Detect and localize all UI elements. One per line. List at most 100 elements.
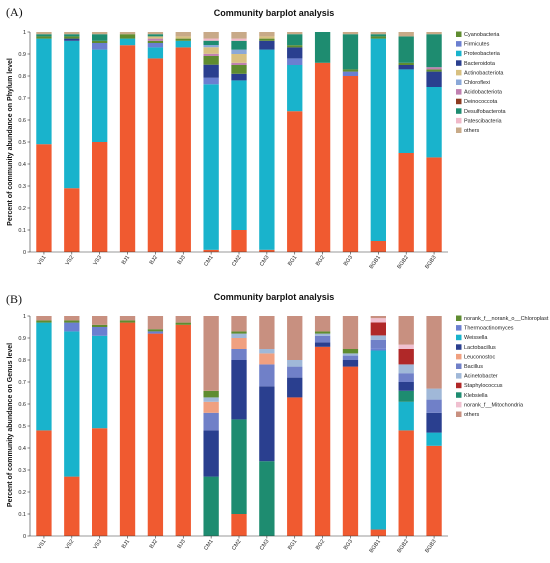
chart-a-legend-swatch [456, 41, 462, 47]
chart-b-bar-segment [398, 382, 414, 391]
chart-a-legend-label: Actinobacteriota [464, 70, 504, 76]
chart-b-legend-label: Lactobacillus [464, 345, 496, 351]
panel-a: (A) Community barplot analysis Percent o… [6, 5, 507, 270]
chart-a-bar-segment [147, 34, 164, 37]
chart-b-legend-label: Klebsiella [464, 393, 488, 399]
chart-b-bar-segment [64, 331, 80, 477]
chart-a-bar-segment [175, 40, 191, 48]
chart-b-bar-segment [398, 401, 414, 431]
chart-a-bar-segment [398, 65, 414, 70]
chart-b-legend-label: Acinetobacter [464, 374, 498, 380]
chart-a-bar-segment [36, 34, 52, 37]
chart-b-x-tick-label: BJ1 [121, 539, 131, 550]
chart-a-bar-segment [231, 32, 247, 39]
chart-a-bar-segment [203, 55, 219, 65]
chart-a-legend-swatch [456, 50, 462, 57]
chart-a-y-tick-label: 0.2 [18, 206, 26, 212]
chart-a-legend-label: Chloroflexi [464, 80, 490, 86]
chart-b-bar-segment [64, 322, 80, 332]
chart-b-bar-segment [36, 320, 52, 323]
chart-a-bar-segment [231, 230, 247, 252]
chart-a-bar-segment [287, 47, 303, 59]
chart-b-legend-swatch [456, 344, 462, 350]
chart-a-bar-segment [64, 38, 80, 41]
chart-b-x-tick-label: BGB1 [369, 539, 382, 554]
chart-b-bar-segment [426, 445, 442, 536]
chart-a-bar-segment [231, 38, 247, 41]
chart-a-bar-segment [64, 188, 80, 252]
chart-b-bar-segment [231, 360, 247, 420]
chart-b-legend-label: Thermoactinomyces [464, 326, 514, 332]
chart-b-bar-segment [36, 322, 52, 431]
chart-a-legend-swatch [456, 69, 462, 76]
chart-a-y-tick-label: 0.5 [18, 140, 26, 146]
chart-b-bar-segment [287, 397, 303, 536]
chart-b-bar-segment [398, 344, 414, 349]
chart-b-bar-segment [92, 316, 108, 325]
chart-b-bar-segment [287, 377, 303, 398]
chart-a-legend-swatch [456, 127, 462, 133]
chart-b-x-tick-label: BG1 [287, 539, 298, 551]
chart-b-x-tick-label: BG2 [315, 539, 326, 551]
chart-a-bar-segment [314, 32, 331, 63]
chart-b-bar-segment [370, 318, 386, 323]
chart-b-x-tick-label: BGB2 [396, 539, 409, 554]
chart-a-y-tick-label: 0.9 [18, 52, 26, 58]
chart-a-bar-segment [175, 38, 191, 41]
chart-b-legend: norank_f__norank_o__Chloroplast Thermoact… [456, 315, 549, 418]
chart-a-legend-label: Deinococcota [464, 99, 498, 105]
chart-b-bar-segment [259, 349, 275, 354]
chart-a-bar-segment [259, 38, 275, 41]
chart-b-legend-swatch [456, 363, 462, 369]
chart-a-x-tick-label: BG2 [315, 255, 326, 267]
chart-b-bar-segment [64, 316, 80, 321]
chart-a-bar-segment [342, 69, 359, 72]
chart-a-legend-label: Patescibacteria [464, 118, 503, 124]
chart-b-y-tick-label: 0.2 [18, 490, 26, 496]
chart-a-legend-label: Proteobacteria [464, 51, 501, 57]
chart-b-bar-segment [426, 432, 442, 446]
chart-b-legend-label: Leuconostoc [464, 354, 495, 360]
chart-a-bar-segment [119, 34, 136, 39]
chart-a-bar-segment [64, 34, 80, 37]
chart-a-legend-swatch [456, 31, 462, 37]
chart-a-bar-segment [64, 32, 80, 35]
chart-b-bar-segment [370, 529, 386, 536]
chart-a-legend-swatch [456, 98, 462, 105]
chart-b-x-tick-label: BJ2 [149, 539, 159, 550]
chart-b-bar-segment [370, 350, 386, 530]
chart-b-bar-segment [203, 390, 219, 398]
chart-b-bar-segment [314, 316, 331, 332]
chart-b-bar-segment [119, 320, 136, 323]
chart-a-bar-segment [203, 84, 219, 250]
chart-b-y-tick-label: 0.4 [18, 446, 26, 452]
chart-b-bar-segment [287, 316, 303, 360]
chart-b-x-axis: VS1 VS2 VS3 BJ1 BJ2 BJ3 CM1 CM2 CM3 BG1 BG2 BG3 BGB1… [30, 535, 448, 554]
chart-a-ylabel: Percent of community abundance on Phylum… [7, 58, 14, 226]
chart-a-y-tick-label: 0.8 [18, 74, 26, 80]
chart-a-bar-segment [203, 40, 219, 46]
chart-b-bars [36, 316, 442, 536]
chart-a-bar-segment [314, 62, 331, 252]
chart-b-bar-segment [287, 366, 303, 378]
chart-b-bar-segment [231, 331, 247, 334]
chart-a-bar-segment [287, 34, 303, 46]
chart-a-bar-segment [203, 64, 219, 78]
chart-a-legend-swatch [456, 79, 462, 85]
chart-a-legend-swatch [456, 60, 462, 66]
chart-a-x-tick-label: BG1 [287, 255, 298, 267]
chart-a-bar-segment [426, 87, 442, 158]
chart-a-x-tick-label: BGB3 [424, 255, 437, 270]
chart-b-bar-segment [36, 316, 52, 321]
chart-a-legend-swatch [456, 108, 462, 114]
chart-a-bar-segment [92, 43, 108, 50]
chart-a-y-tick-label: 0.6 [18, 118, 26, 124]
chart-b-bar-segment [398, 364, 414, 374]
chart-b-bar-segment [342, 349, 359, 354]
chart-a-bar-segment [203, 38, 219, 41]
chart-b-legend-label: Bacillus [464, 364, 483, 370]
chart-a-y-tick-label: 0.1 [18, 228, 26, 234]
chart-b-bar-segment [426, 388, 442, 400]
chart-a-y-tick-label: 0.4 [18, 162, 26, 168]
chart-a-bar-segment [426, 71, 442, 87]
